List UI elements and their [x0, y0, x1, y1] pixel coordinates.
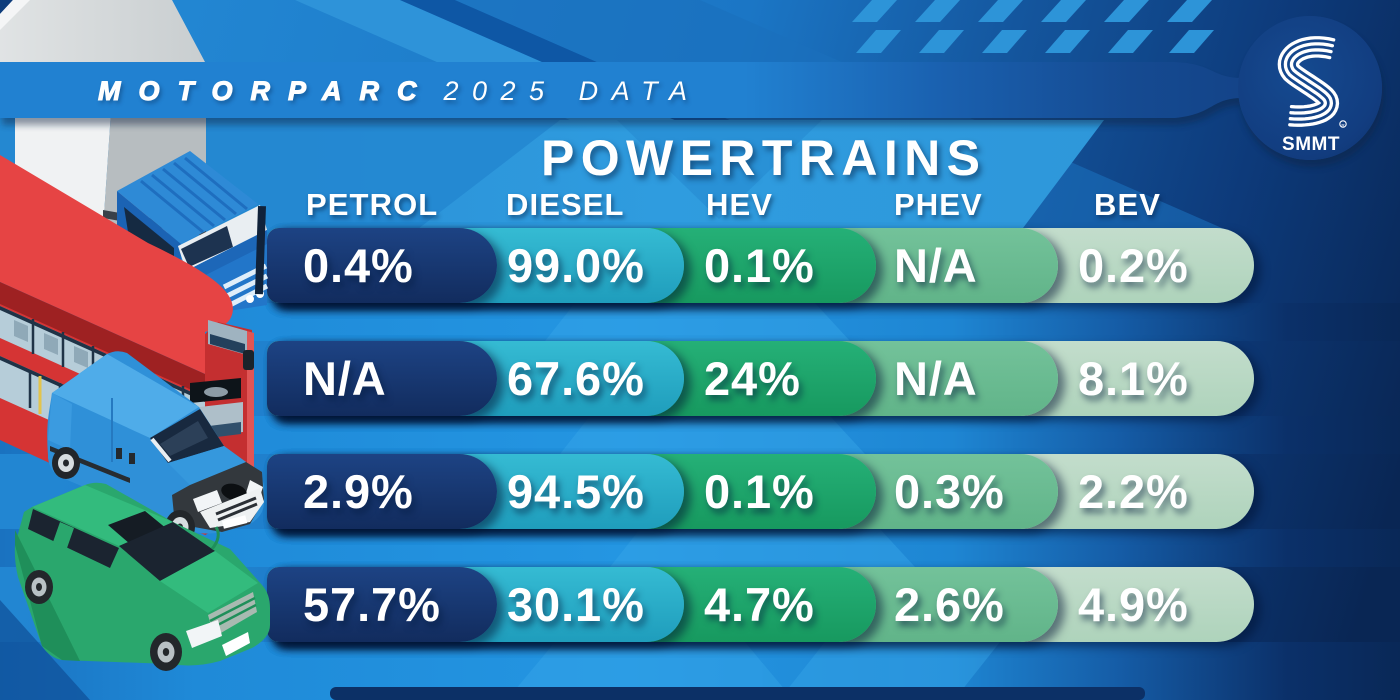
svg-text:SMMT: SMMT: [1282, 134, 1340, 155]
svg-text:R: R: [1341, 123, 1345, 128]
